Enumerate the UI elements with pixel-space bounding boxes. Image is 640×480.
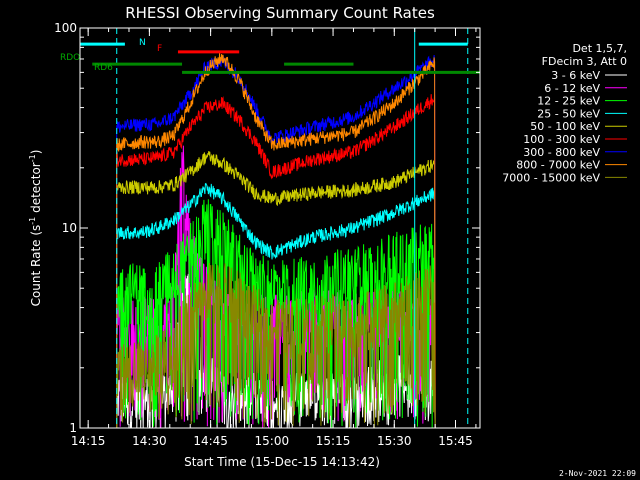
x-tick-label: 14:15 — [71, 434, 106, 448]
legend-label: 100 - 300 keV — [523, 133, 600, 146]
legend-label: 3 - 6 keV — [551, 69, 600, 82]
x-axis-ticks: 14:15 14:30 14:45 15:00 15:15 15:30 15:45 — [71, 28, 477, 448]
legend-label: 300 - 800 keV — [523, 146, 600, 159]
series-line-50-100keV-4 — [116, 151, 436, 429]
series-line-100-300keV-5 — [116, 94, 436, 429]
legend-label: 800 - 7000 keV — [516, 159, 600, 172]
x-tick-label: 14:30 — [132, 434, 167, 448]
x-tick-label: 14:45 — [193, 434, 228, 448]
footer-date: 2-Nov-2021 22:09 — [559, 469, 636, 478]
legend-label: 25 - 50 keV — [537, 107, 600, 120]
y-tick-label: 1 — [69, 421, 77, 435]
chart-title: RHESSI Observing Summary Count Rates — [125, 4, 435, 22]
series-line-7000-15000keV-8 — [116, 262, 436, 429]
legend-header-decimation: FDecim 3, Att 0 — [542, 55, 627, 68]
series-layer — [116, 52, 436, 429]
x-tick-label: 15:30 — [377, 434, 412, 448]
flare-label: F — [157, 44, 162, 54]
y-tick-label: 100 — [54, 21, 77, 35]
y-tick-label: 10 — [62, 221, 77, 235]
legend-label: 7000 - 15000 keV — [502, 171, 600, 184]
rd6-label: RD6 — [94, 63, 113, 73]
legend-label: 50 - 100 keV — [530, 120, 600, 133]
legend-header-detectors: Det 1,5,7, — [572, 42, 627, 55]
x-tick-label: 15:15 — [316, 434, 351, 448]
night-label: N — [139, 38, 146, 48]
y-axis-label: Count Rate (s-1 detector-1) — [28, 150, 43, 307]
series-line-12-25keV-2 — [116, 199, 436, 429]
series-line-3-6keV-0 — [116, 257, 436, 429]
rdo-label: RDO — [60, 53, 80, 63]
series-line-800-7000keV-7 — [116, 52, 436, 429]
series-line-25-50keV-3 — [116, 182, 436, 429]
x-tick-label: 15:45 — [438, 434, 473, 448]
x-axis-label: Start Time (15-Dec-15 14:13:42) — [184, 455, 380, 469]
legend-label: 12 - 25 keV — [537, 95, 600, 108]
x-tick-label: 15:00 — [255, 434, 290, 448]
series-line-300-800keV-6 — [116, 54, 436, 429]
legend-label: 6 - 12 keV — [544, 82, 600, 95]
y-axis-ticks: 1 10 100 — [54, 21, 480, 435]
